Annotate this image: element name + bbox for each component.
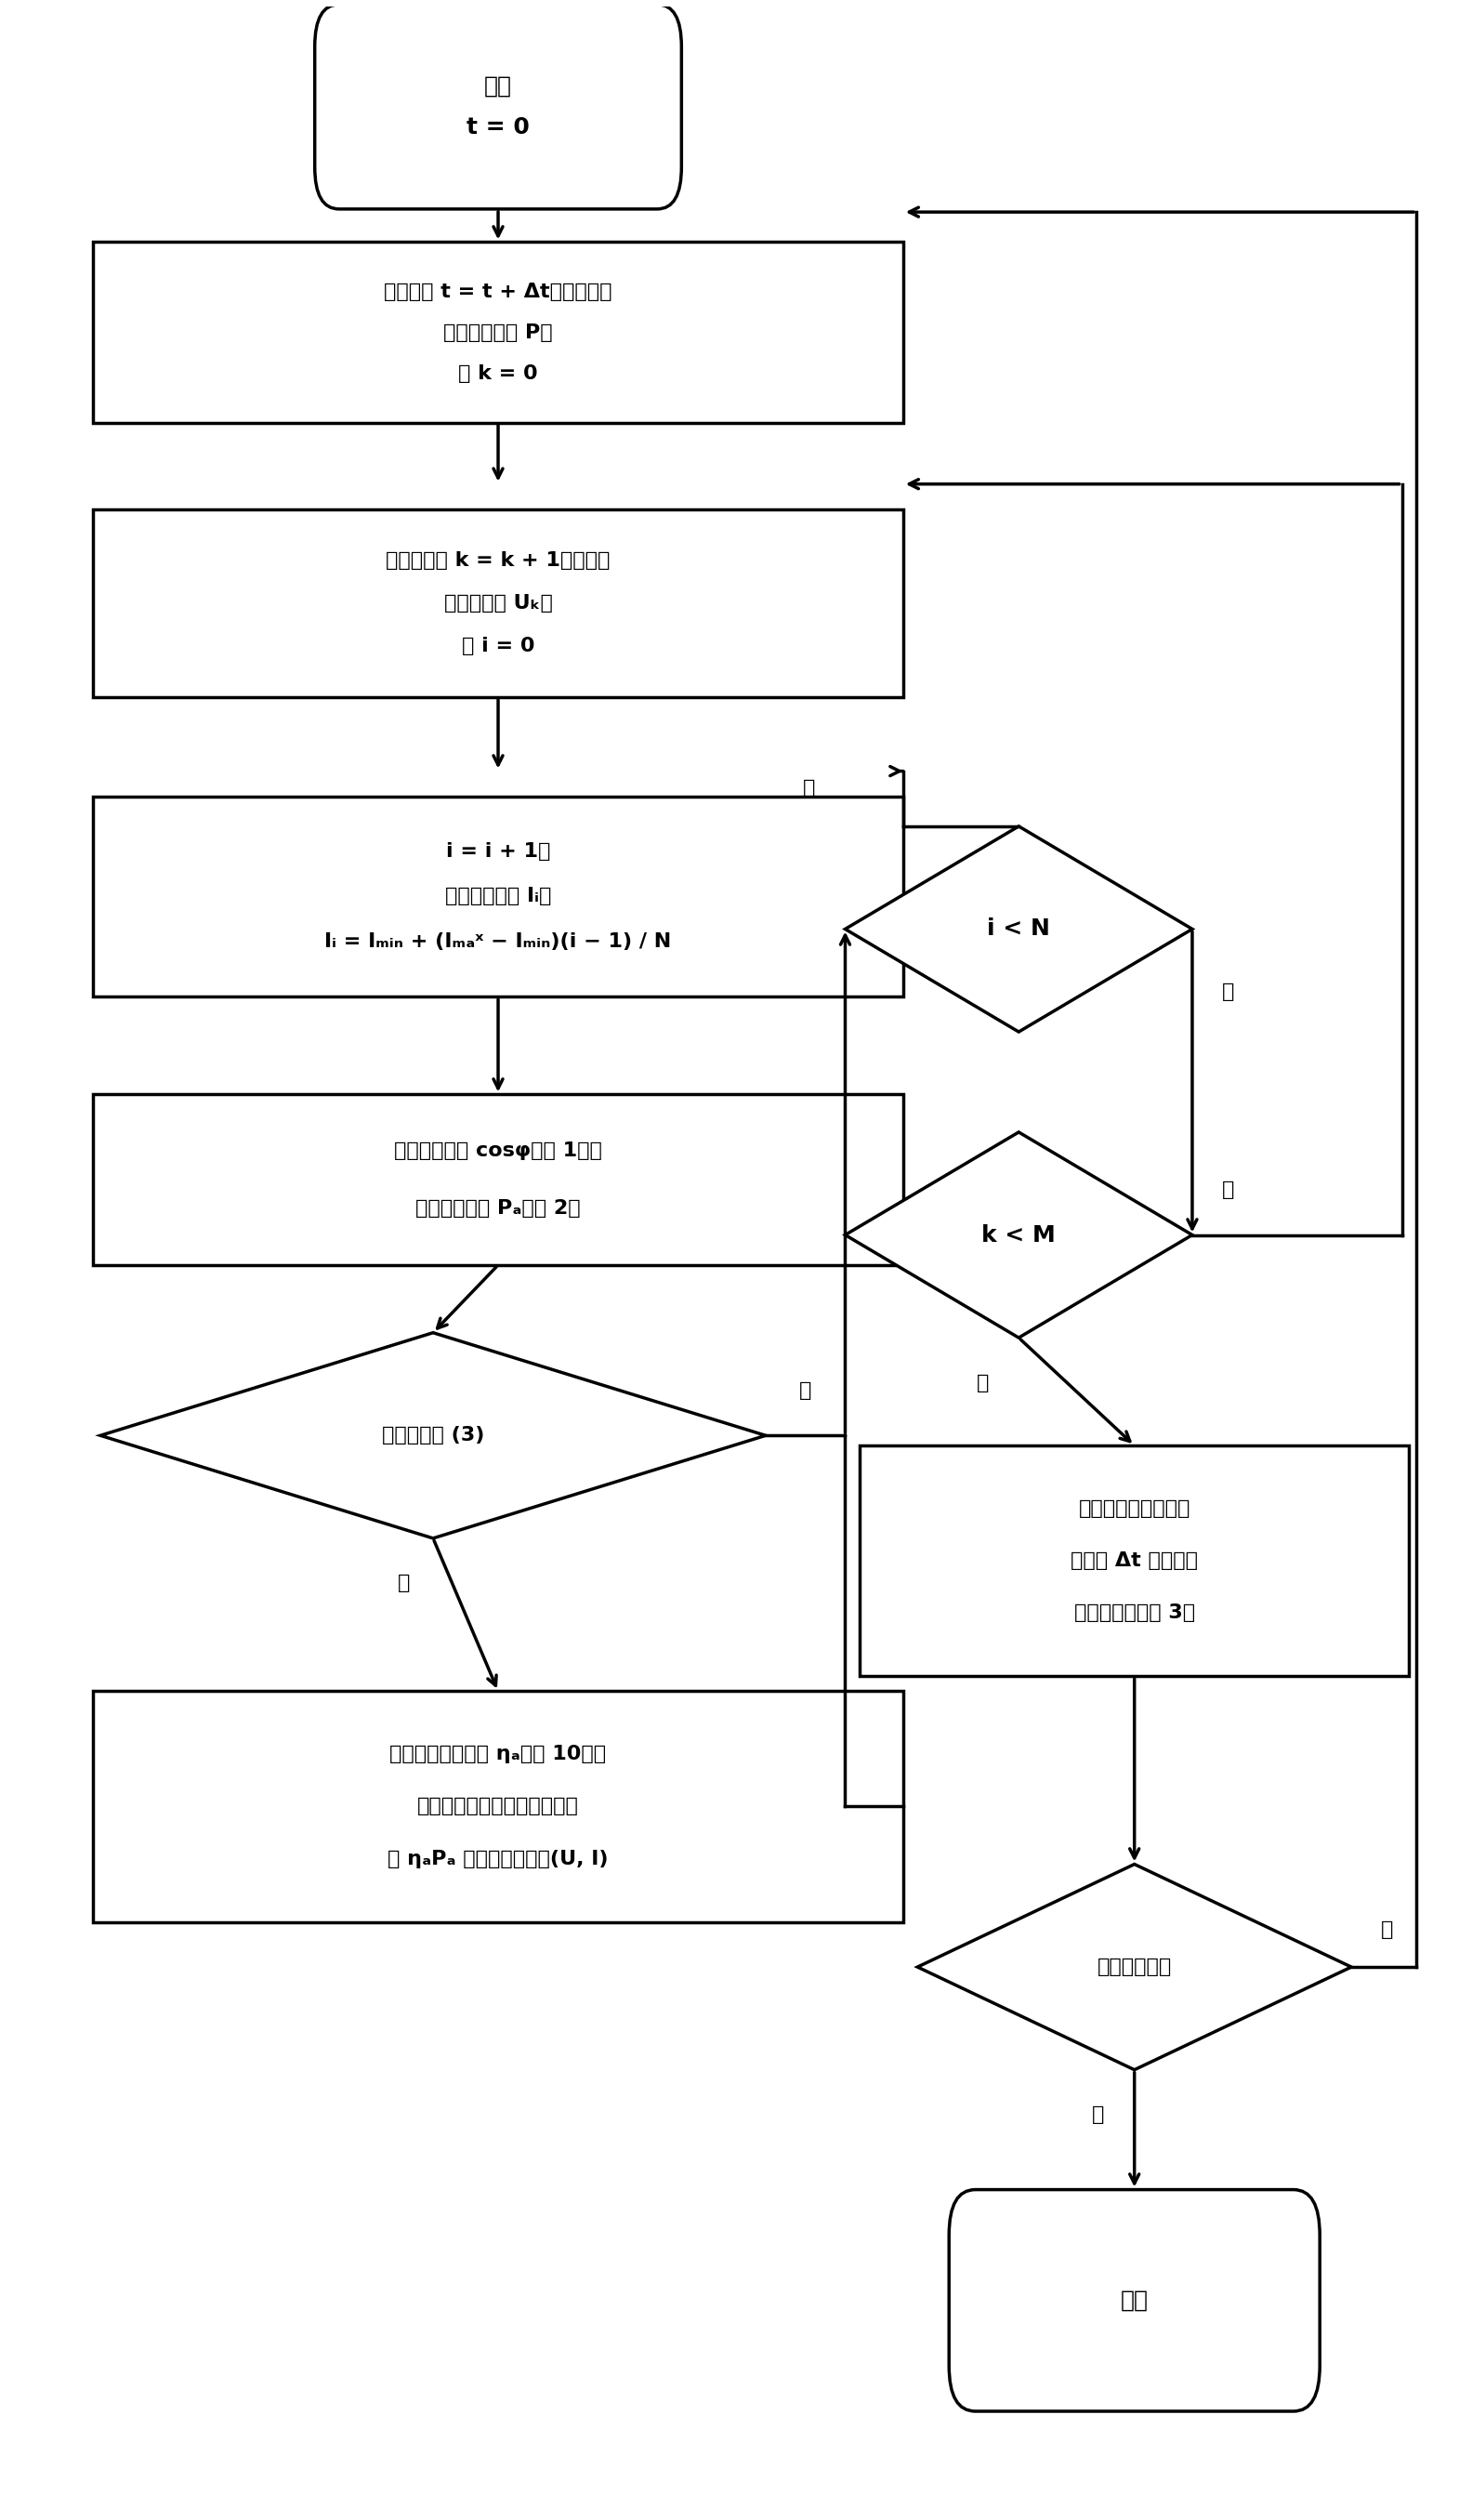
Text: 计算电弧功率 Pₐ（式 2）: 计算电弧功率 Pₐ（式 2） (416, 1200, 581, 1217)
Text: 否: 否 (976, 1373, 989, 1391)
Text: Iᵢ = Iₘᵢₙ + (Iₘₐˣ − Iₘᵢₙ)(i − 1) / N: Iᵢ = Iₘᵢₙ + (Iₘₐˣ − Iₘᵢₙ)(i − 1) / N (325, 932, 671, 950)
Text: 是否满足式 (3): 是否满足式 (3) (382, 1426, 484, 1444)
Bar (93, 1691, 903, 1923)
Text: 确定的电压 Uₖ；: 确定的电压 Uₖ； (444, 595, 553, 612)
Text: 选取工作电流 Iᵢ；: 选取工作电流 Iᵢ； (445, 887, 552, 905)
Bar (859, 1446, 1409, 1676)
Text: t = 0: t = 0 (467, 116, 530, 139)
Text: 是: 是 (1091, 2107, 1104, 2124)
Text: 是: 是 (802, 779, 816, 799)
Text: 否: 否 (800, 1381, 811, 1399)
Bar (93, 1094, 903, 1265)
FancyBboxPatch shape (315, 5, 681, 209)
Text: 是: 是 (1223, 1179, 1234, 1200)
Text: 计算电弧传热效率 ηₐ（式 10）；: 计算电弧传热效率 ηₐ（式 10）； (390, 1744, 607, 1764)
Bar (93, 242, 903, 423)
Text: 否: 否 (1382, 1920, 1393, 1938)
Text: 取 k = 0: 取 k = 0 (458, 363, 538, 383)
Text: 当前时刻 t = t + Δt，对应有设: 当前时刻 t = t + Δt，对应有设 (384, 282, 613, 300)
Text: i < N: i < N (988, 917, 1050, 940)
Text: k < M: k < M (982, 1225, 1056, 1245)
Text: 模型计算（见图 3）: 模型计算（见图 3） (1074, 1603, 1195, 1623)
Text: 开始: 开始 (484, 76, 512, 98)
Text: 是: 是 (398, 1575, 410, 1593)
Bar (93, 509, 903, 698)
Polygon shape (101, 1333, 766, 1537)
Text: 冶炼终点判定: 冶炼终点判定 (1097, 1958, 1172, 1976)
Text: 否: 否 (1223, 983, 1234, 1000)
Text: 留 ηₐPₐ 値最大的工作点(U, I): 留 ηₐPₐ 値最大的工作点(U, I) (388, 1850, 608, 1867)
Text: 结束: 结束 (1121, 2288, 1148, 2311)
Text: i = i + 1；: i = i + 1； (446, 842, 550, 859)
Bar (93, 796, 903, 998)
Polygon shape (918, 1865, 1351, 2069)
Text: 定的有功功率 P；: 定的有功功率 P； (444, 323, 553, 343)
Polygon shape (845, 1131, 1192, 1338)
Polygon shape (845, 827, 1192, 1031)
Text: 设定工作点；进行当: 设定工作点；进行当 (1078, 1499, 1191, 1517)
Text: 与前一保留的工作点比较，保: 与前一保留的工作点比较，保 (417, 1797, 579, 1817)
Text: 取 i = 0: 取 i = 0 (461, 638, 534, 655)
Text: 前步长 Δt 内的燕化: 前步长 Δt 内的燕化 (1071, 1552, 1198, 1570)
Text: 计算功率因素 cosφ（式 1）；: 计算功率因素 cosφ（式 1）； (394, 1142, 603, 1159)
FancyBboxPatch shape (948, 2190, 1320, 2412)
Text: 取电压档位 k = k + 1，对应有: 取电压档位 k = k + 1，对应有 (387, 552, 610, 570)
